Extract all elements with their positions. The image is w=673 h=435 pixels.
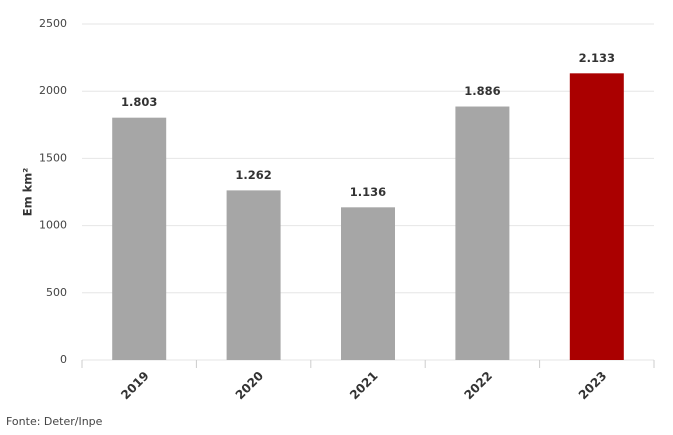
y-axis-label: Em km² (21, 168, 35, 217)
x-tick-label: 2020 (233, 369, 267, 403)
value-label: 1.262 (235, 168, 271, 182)
source-note: Fonte: Deter/Inpe (6, 415, 103, 428)
bar (226, 190, 281, 360)
y-tick-label: 2000 (39, 84, 67, 97)
y-tick-label: 2500 (39, 17, 67, 30)
value-label: 1.803 (121, 95, 157, 109)
bar (112, 117, 167, 360)
x-tick-label: 2021 (347, 369, 381, 403)
bar (341, 207, 395, 360)
y-tick-label: 1000 (39, 219, 67, 232)
x-tick-label: 2023 (576, 369, 610, 403)
x-tick-label: 2019 (118, 369, 152, 403)
y-tick-label: 500 (46, 286, 67, 299)
bar (569, 73, 624, 360)
x-tick-label: 2022 (461, 369, 495, 403)
y-tick-label: 1500 (39, 151, 67, 164)
value-label: 2.133 (579, 51, 615, 65)
value-label: 1.886 (464, 84, 500, 98)
bar (455, 106, 510, 360)
y-tick-label: 0 (60, 353, 67, 366)
value-label: 1.136 (350, 185, 386, 199)
